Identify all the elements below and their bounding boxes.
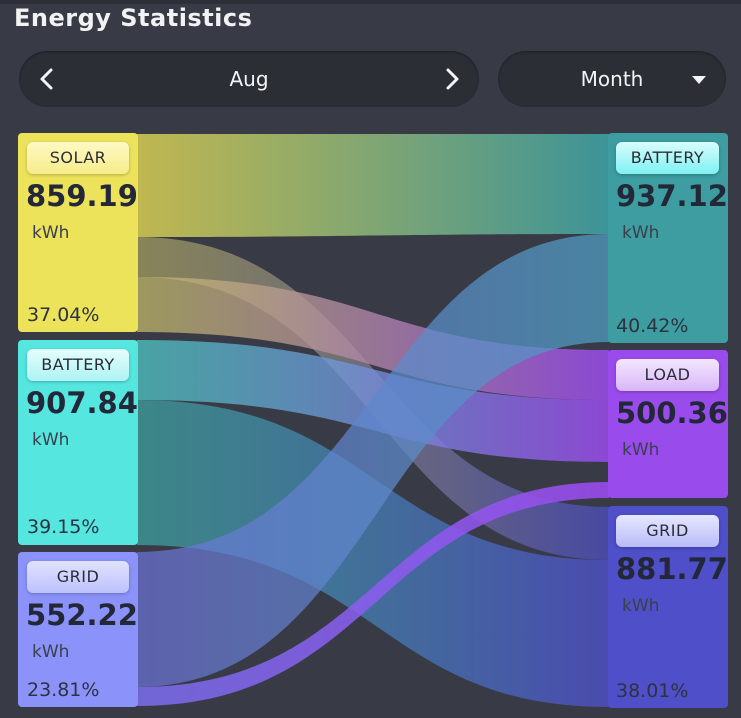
target-unit-battery: kWh — [622, 223, 660, 243]
flow-solar-to-battery — [137, 134, 609, 237]
target-percent-grid: 38.01% — [616, 680, 689, 702]
target-value-grid: 881.77 — [616, 552, 728, 586]
source-value-grid: 552.22 — [26, 598, 138, 632]
source-node-grid: GRID 552.22 kWh 23.81% — [18, 552, 138, 707]
target-label-load: LOAD — [616, 359, 719, 391]
target-label-grid: GRID — [616, 515, 719, 547]
energy-flow-sankey: SOLAR 859.19 kWh 37.04% BATTERY 907.84 k… — [17, 132, 729, 710]
page-title: Energy Statistics — [14, 4, 253, 32]
source-node-solar: SOLAR 859.19 kWh 37.04% — [18, 133, 138, 332]
source-unit-solar: kWh — [32, 223, 70, 243]
target-unit-grid: kWh — [622, 596, 660, 616]
source-node-battery: BATTERY 907.84 kWh 39.15% — [18, 340, 138, 545]
source-percent-solar: 37.04% — [27, 304, 100, 326]
flow-grid-to-battery — [137, 234, 609, 687]
source-label-battery: BATTERY — [27, 349, 129, 381]
month-navigator: Aug — [19, 51, 479, 107]
source-label-solar: SOLAR — [27, 142, 129, 174]
source-label-grid: GRID — [27, 561, 129, 593]
period-selected-label: Month — [580, 67, 644, 91]
flow-links — [137, 134, 609, 707]
source-unit-grid: kWh — [32, 642, 70, 662]
flow-grid-to-load — [137, 482, 609, 706]
target-unit-load: kWh — [622, 440, 660, 460]
chevron-right-icon[interactable] — [442, 67, 462, 91]
source-unit-battery: kWh — [32, 430, 70, 450]
target-node-load: LOAD 500.36 kWh — [608, 350, 728, 498]
current-month-label: Aug — [229, 67, 269, 91]
source-percent-battery: 39.15% — [27, 516, 100, 538]
source-value-solar: 859.19 — [26, 179, 138, 213]
top-divider — [0, 0, 741, 4]
target-node-grid: GRID 881.77 kWh 38.01% — [608, 506, 728, 708]
target-value-load: 500.36 — [616, 396, 728, 430]
chevron-left-icon[interactable] — [37, 67, 57, 91]
caret-down-icon — [692, 76, 706, 84]
source-percent-grid: 23.81% — [27, 679, 100, 701]
flow-battery-to-grid — [137, 400, 609, 707]
target-percent-battery: 40.42% — [616, 315, 689, 337]
target-node-battery: BATTERY 937.12 kWh 40.42% — [608, 133, 728, 343]
period-dropdown[interactable]: Month — [498, 51, 726, 107]
source-value-battery: 907.84 — [26, 386, 138, 420]
target-label-battery: BATTERY — [616, 142, 719, 174]
target-value-battery: 937.12 — [616, 179, 728, 213]
